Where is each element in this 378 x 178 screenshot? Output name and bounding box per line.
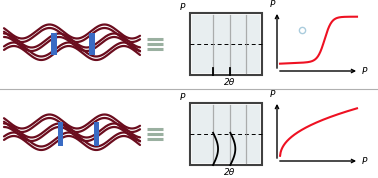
Text: P: P	[362, 156, 367, 166]
Bar	[192, 15, 260, 73]
Text: P: P	[180, 3, 185, 12]
Bar	[89, 33, 95, 55]
Text: 2θ: 2θ	[225, 78, 235, 87]
Bar	[93, 122, 99, 146]
Bar	[190, 13, 262, 75]
Text: P: P	[362, 67, 367, 75]
Bar	[192, 105, 260, 163]
Bar	[57, 122, 62, 146]
Text: P: P	[270, 0, 275, 9]
Bar	[190, 103, 262, 165]
Text: P: P	[270, 90, 275, 99]
Bar	[51, 33, 57, 55]
Text: 2θ: 2θ	[225, 168, 235, 177]
Text: P: P	[180, 93, 185, 102]
